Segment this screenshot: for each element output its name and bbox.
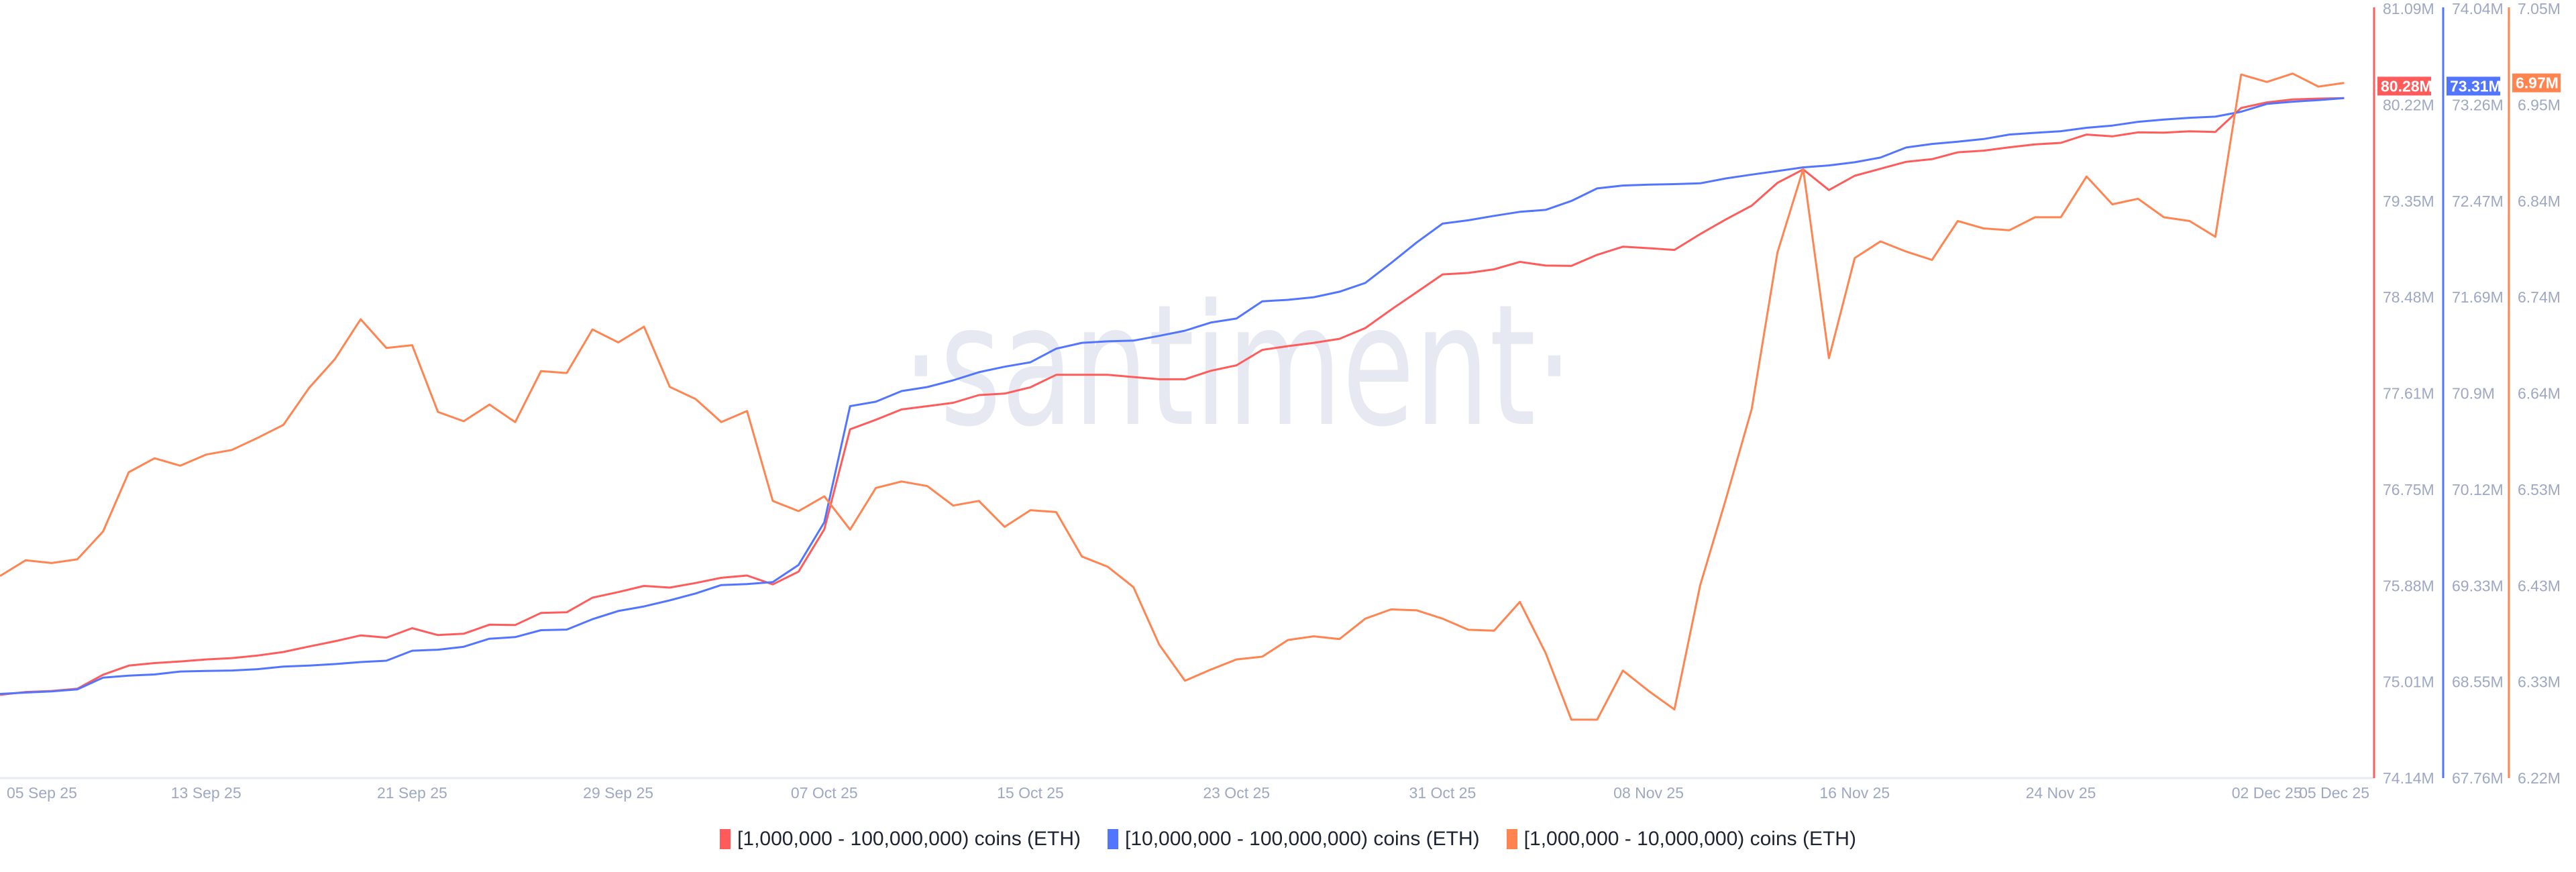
santiment-watermark: ·santiment· (902, 268, 1573, 464)
last-value-label: 73.31M (2450, 77, 2502, 95)
y-tick-label: 6.53M (2518, 481, 2561, 498)
y-tick-label: 75.88M (2383, 577, 2434, 594)
series-line-2 (0, 72, 2345, 721)
y-tick-label: 73.26M (2452, 96, 2504, 113)
y-tick-label: 70.9M (2452, 385, 2495, 402)
x-tick-label: 29 Sep 25 (583, 784, 653, 802)
y-tick-label: 76.75M (2383, 481, 2434, 498)
x-tick-label: 21 Sep 25 (377, 784, 447, 802)
legend-swatch (720, 829, 731, 849)
y-tick-label: 70.12M (2452, 481, 2504, 498)
y-tick-label: 74.04M (2452, 0, 2504, 17)
x-tick-label: 05 Sep 25 (7, 784, 77, 802)
y-tick-label: 6.64M (2518, 385, 2561, 402)
legend-item-red[interactable]: [1,000,000 - 100,000,000) coins (ETH) (720, 828, 1081, 851)
y-tick-label: 67.76M (2452, 769, 2504, 787)
x-tick-label: 15 Oct 25 (997, 784, 1064, 802)
x-tick-label: 05 Dec 25 (2299, 784, 2369, 802)
y-tick-label: 79.35M (2383, 193, 2434, 210)
y-tick-label: 6.33M (2518, 673, 2561, 691)
y-tick-label: 6.84M (2518, 193, 2561, 210)
y-tick-label: 72.47M (2452, 193, 2504, 210)
y-tick-label: 80.22M (2383, 96, 2434, 113)
y-tick-label: 7.05M (2518, 0, 2561, 17)
last-value-badge-1 (2447, 76, 2500, 96)
y-tick-label: 75.01M (2383, 673, 2434, 691)
x-tick-label: 16 Nov 25 (1819, 784, 1890, 802)
y-tick-label: 71.69M (2452, 288, 2504, 306)
y-tick-label: 77.61M (2383, 385, 2434, 402)
x-tick-label: 24 Nov 25 (2026, 784, 2096, 802)
legend-swatch (1506, 829, 1517, 849)
x-tick-label: 31 Oct 25 (1409, 784, 1477, 802)
y-tick-label: 68.55M (2452, 673, 2504, 691)
last-value-badge-0 (2377, 76, 2431, 96)
legend-swatch (1108, 829, 1119, 849)
legend-item-blue[interactable]: [10,000,000 - 100,000,000) coins (ETH) (1108, 828, 1480, 851)
last-value-label: 6.97M (2516, 74, 2559, 92)
y-tick-label: 6.74M (2518, 288, 2561, 306)
series-line-0 (0, 97, 2345, 696)
legend-label: [1,000,000 - 10,000,000) coins (ETH) (1523, 828, 1856, 850)
x-tick-label: 23 Oct 25 (1203, 784, 1270, 802)
y-tick-label: 6.22M (2518, 769, 2561, 787)
y-tick-label: 69.33M (2452, 577, 2504, 594)
y-tick-label: 6.43M (2518, 577, 2561, 594)
last-value-label: 80.28M (2381, 77, 2432, 95)
x-tick-label: 13 Sep 25 (171, 784, 241, 802)
y-tick-label: 6.95M (2518, 96, 2561, 113)
last-value-badge-2 (2512, 73, 2561, 93)
legend-item-orange[interactable]: [1,000,000 - 10,000,000) coins (ETH) (1506, 828, 1856, 851)
y-tick-label: 81.09M (2383, 0, 2434, 17)
x-tick-label: 07 Oct 25 (791, 784, 858, 802)
y-tick-label: 78.48M (2383, 288, 2434, 306)
legend-label: [1,000,000 - 100,000,000) coins (ETH) (737, 828, 1081, 850)
legend: [1,000,000 - 100,000,000) coins (ETH) [1… (0, 828, 2576, 851)
x-tick-label: 08 Nov 25 (1613, 784, 1684, 802)
legend-label: [10,000,000 - 100,000,000) coins (ETH) (1125, 828, 1480, 850)
series-line-1 (0, 97, 2345, 695)
x-tick-label: 02 Dec 25 (2232, 784, 2302, 802)
y-tick-label: 74.14M (2383, 769, 2434, 787)
